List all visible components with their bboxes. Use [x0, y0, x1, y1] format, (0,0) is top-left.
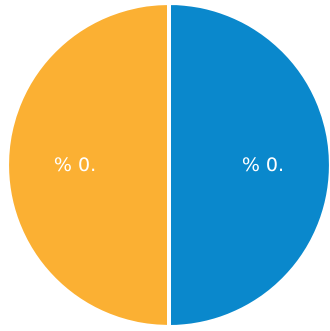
- pie-slice-1: [167, 0, 330, 330]
- pie-slice-2: [5, 0, 171, 330]
- pie-labels: % 0. % 0.: [54, 154, 284, 176]
- pie-slice-label-2: % 0.: [54, 154, 96, 176]
- pie-slice-label-1: % 0.: [242, 154, 284, 176]
- pie-slices: [5, 0, 330, 330]
